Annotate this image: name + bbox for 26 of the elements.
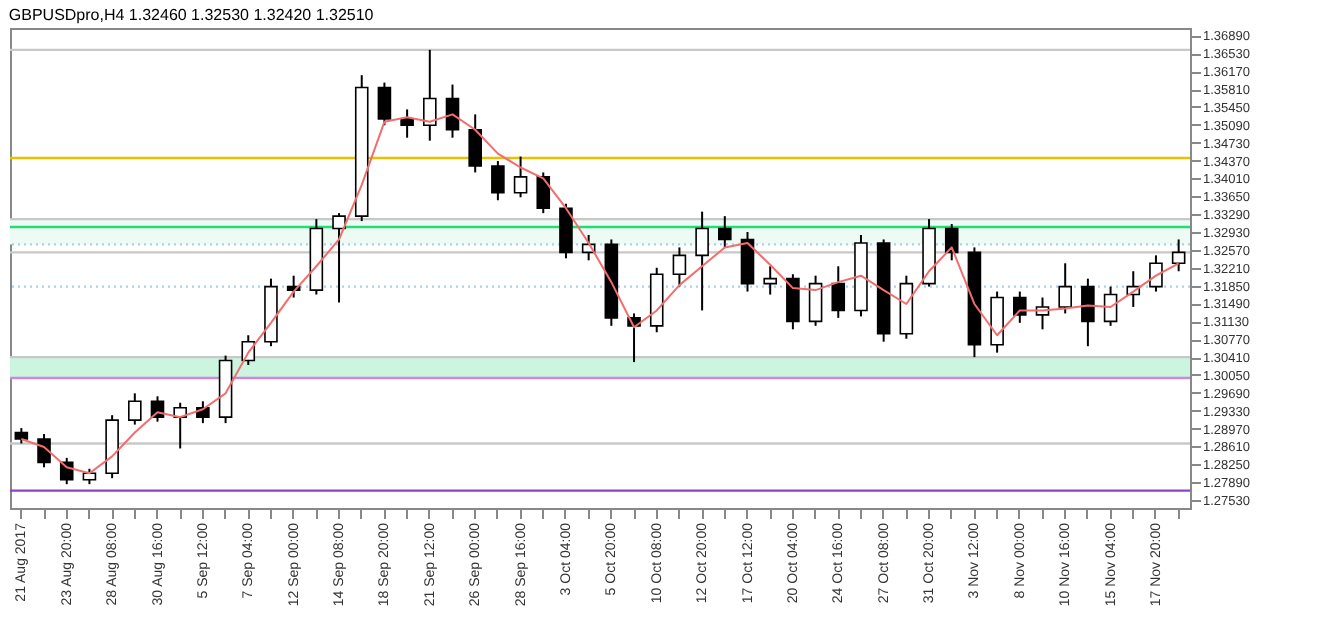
candlestick [1013,290,1027,324]
candlestick [559,202,573,260]
candlestick [513,155,528,199]
candlestick [445,83,460,139]
candlestick [695,210,709,312]
candlestick [990,290,1004,354]
candlestick [491,160,505,202]
candlestick [37,433,51,469]
candlestick [1149,254,1163,293]
candlestick [468,113,482,174]
candlestick [128,392,142,426]
candlestick [786,273,800,331]
candlestick [332,212,346,304]
candlestick [831,265,846,319]
candlestick [672,246,687,288]
candlestick [1058,262,1072,315]
candlestick [1081,277,1095,348]
candlestick [536,171,551,215]
candlestick [808,274,823,327]
candlestick [400,108,414,139]
candlestick [377,81,392,127]
chart-title: GBPUSDpro,H4 1.32460 1.32530 1.32420 1.32510 [8,6,375,24]
candlestick [423,48,437,142]
candlestick [718,215,732,249]
candlestick [763,265,777,296]
candlestick [1171,238,1186,273]
